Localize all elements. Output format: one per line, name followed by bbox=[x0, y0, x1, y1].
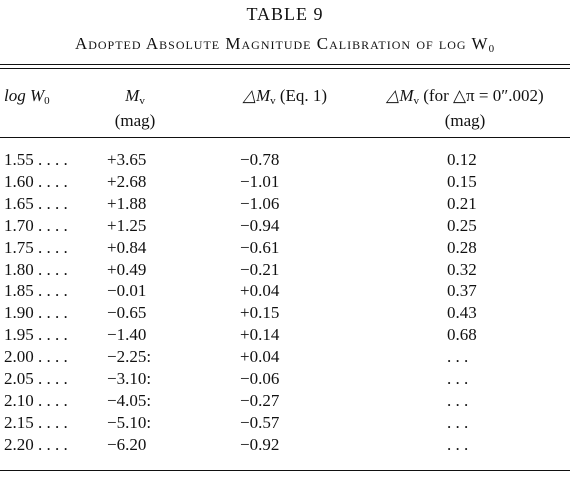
cell: −0.27 bbox=[240, 390, 280, 410]
cell: 1.65 . . . . bbox=[4, 193, 68, 213]
header-text: △M bbox=[386, 86, 414, 105]
header-rest: (for △π = 0″.002) bbox=[419, 86, 544, 105]
cell: 1.95 . . . . bbox=[4, 325, 68, 345]
cell: 2.05 . . . . bbox=[4, 369, 68, 388]
cell: −0.78 bbox=[240, 150, 280, 169]
table-row: 1.55 . . . . +3.65 −0.78 0.12 bbox=[0, 150, 570, 170]
cell: 2.20 . . . . bbox=[4, 434, 68, 454]
cell: 0.15 bbox=[447, 171, 477, 191]
header-text: log W bbox=[4, 86, 45, 105]
cell: 1.60 . . . . bbox=[4, 171, 68, 191]
cell: 0.43 bbox=[447, 303, 477, 323]
header-unit: (mag) bbox=[444, 111, 486, 130]
cell: −1.01 bbox=[240, 171, 280, 191]
cell: −3.10: bbox=[107, 369, 152, 388]
cell: −0.92 bbox=[240, 434, 280, 454]
cell: . . . bbox=[447, 390, 469, 410]
table-caption: Adopted Absolute Magnitude Calibration o… bbox=[0, 34, 570, 55]
cell: +0.04 bbox=[240, 281, 280, 301]
cell: −0.65 bbox=[107, 303, 147, 323]
cell: 0.37 bbox=[447, 281, 477, 301]
cell: 2.00 . . . . bbox=[4, 347, 68, 367]
table-row: 1.75 . . . . +0.84 −0.61 0.28 bbox=[0, 238, 570, 258]
table-row: 1.95 . . . . −1.40 +0.14 0.68 bbox=[0, 325, 570, 345]
cell: +2.68 bbox=[107, 171, 147, 191]
table-row: 2.20 . . . . −6.20 −0.92 . . . bbox=[0, 435, 570, 455]
cell: +0.04 bbox=[240, 347, 280, 367]
cell: . . . bbox=[447, 347, 469, 367]
rule bbox=[0, 470, 570, 471]
cell: 1.80 . . . . bbox=[4, 259, 68, 279]
table-row: 2.05 . . . . −3.10: −0.06 . . . bbox=[0, 369, 570, 389]
table-row: 1.60 . . . . +2.68 −1.01 0.15 bbox=[0, 172, 570, 192]
header-line: log W0 bbox=[4, 86, 94, 111]
caption-sub: 0 bbox=[488, 43, 496, 55]
cell: −1.40 bbox=[107, 325, 147, 345]
table-row: 1.90 . . . . −0.65 +0.15 0.43 bbox=[0, 303, 570, 323]
cell: −0.21 bbox=[240, 259, 280, 279]
cell: −2.25: bbox=[107, 347, 152, 367]
cell: 0.21 bbox=[447, 193, 477, 213]
table-row: 2.00 . . . . −2.25: +0.04 . . . bbox=[0, 347, 570, 367]
cell: +0.14 bbox=[240, 325, 280, 345]
rule bbox=[0, 137, 570, 138]
table-title: TABLE 9 bbox=[246, 4, 324, 24]
header-line: △Mv (Eq. 1) bbox=[205, 86, 365, 111]
cell: 1.85 . . . . bbox=[4, 281, 68, 301]
table-row: 2.15 . . . . −5.10: −0.57 . . . bbox=[0, 413, 570, 433]
rule bbox=[0, 68, 570, 69]
header-sub: v bbox=[270, 95, 276, 107]
header-text: △M bbox=[242, 86, 271, 105]
cell: +3.65 bbox=[107, 150, 147, 169]
column-header: △Mv (for △π = 0″.002) (mag) bbox=[360, 86, 570, 131]
column-header: △Mv (Eq. 1) bbox=[205, 86, 365, 111]
cell: +0.15 bbox=[240, 303, 280, 323]
cell: +1.88 bbox=[107, 193, 147, 213]
cell: −0.57 bbox=[240, 412, 280, 432]
cell: 1.55 . . . . bbox=[4, 150, 68, 169]
table-row: 1.85 . . . . −0.01 +0.04 0.37 bbox=[0, 281, 570, 301]
header-sub: v bbox=[139, 95, 145, 107]
table-row: 1.70 . . . . +1.25 −0.94 0.25 bbox=[0, 216, 570, 236]
cell: . . . bbox=[447, 434, 469, 454]
header-rest: (Eq. 1) bbox=[275, 86, 328, 105]
cell: . . . bbox=[447, 412, 469, 432]
header-line: △Mv (for △π = 0″.002) bbox=[360, 86, 570, 111]
cell: −1.06 bbox=[240, 193, 280, 213]
table-row: 1.80 . . . . +0.49 −0.21 0.32 bbox=[0, 260, 570, 280]
cell: −0.61 bbox=[240, 237, 280, 257]
cell: 1.75 . . . . bbox=[4, 237, 68, 257]
cell: 0.28 bbox=[447, 237, 477, 257]
cell: −0.94 bbox=[240, 215, 280, 235]
header-sub: 0 bbox=[44, 95, 50, 107]
cell: −0.06 bbox=[240, 369, 280, 388]
table-row: 2.10 . . . . −4.05: −0.27 . . . bbox=[0, 391, 570, 411]
rule bbox=[0, 64, 570, 65]
caption-text: Adopted Absolute Magnitude Calibration o… bbox=[74, 34, 489, 53]
header-text: M bbox=[125, 86, 140, 105]
cell: +1.25 bbox=[107, 215, 147, 235]
cell: 0.32 bbox=[447, 259, 477, 279]
header-unit: (mag) bbox=[114, 111, 156, 130]
cell: −4.05: bbox=[107, 390, 152, 410]
cell: 1.70 . . . . bbox=[4, 215, 68, 235]
header-sub: v bbox=[413, 95, 420, 107]
cell: 0.68 bbox=[447, 325, 477, 345]
header-line: Mv bbox=[95, 86, 175, 111]
cell: −5.10: bbox=[107, 412, 152, 432]
column-header: log W0 bbox=[4, 86, 94, 111]
cell: −0.01 bbox=[107, 281, 147, 301]
cell: +0.49 bbox=[107, 259, 147, 279]
cell: 0.12 bbox=[447, 150, 477, 169]
column-header: Mv (mag) bbox=[95, 86, 175, 131]
cell: 0.25 bbox=[447, 215, 477, 235]
cell: . . . bbox=[447, 369, 469, 388]
cell: +0.84 bbox=[107, 237, 147, 257]
cell: 1.90 . . . . bbox=[4, 303, 68, 323]
cell: 2.10 . . . . bbox=[4, 390, 68, 410]
cell: −6.20 bbox=[107, 434, 147, 454]
table-row: 1.65 . . . . +1.88 −1.06 0.21 bbox=[0, 194, 570, 214]
cell: 2.15 . . . . bbox=[4, 412, 68, 432]
